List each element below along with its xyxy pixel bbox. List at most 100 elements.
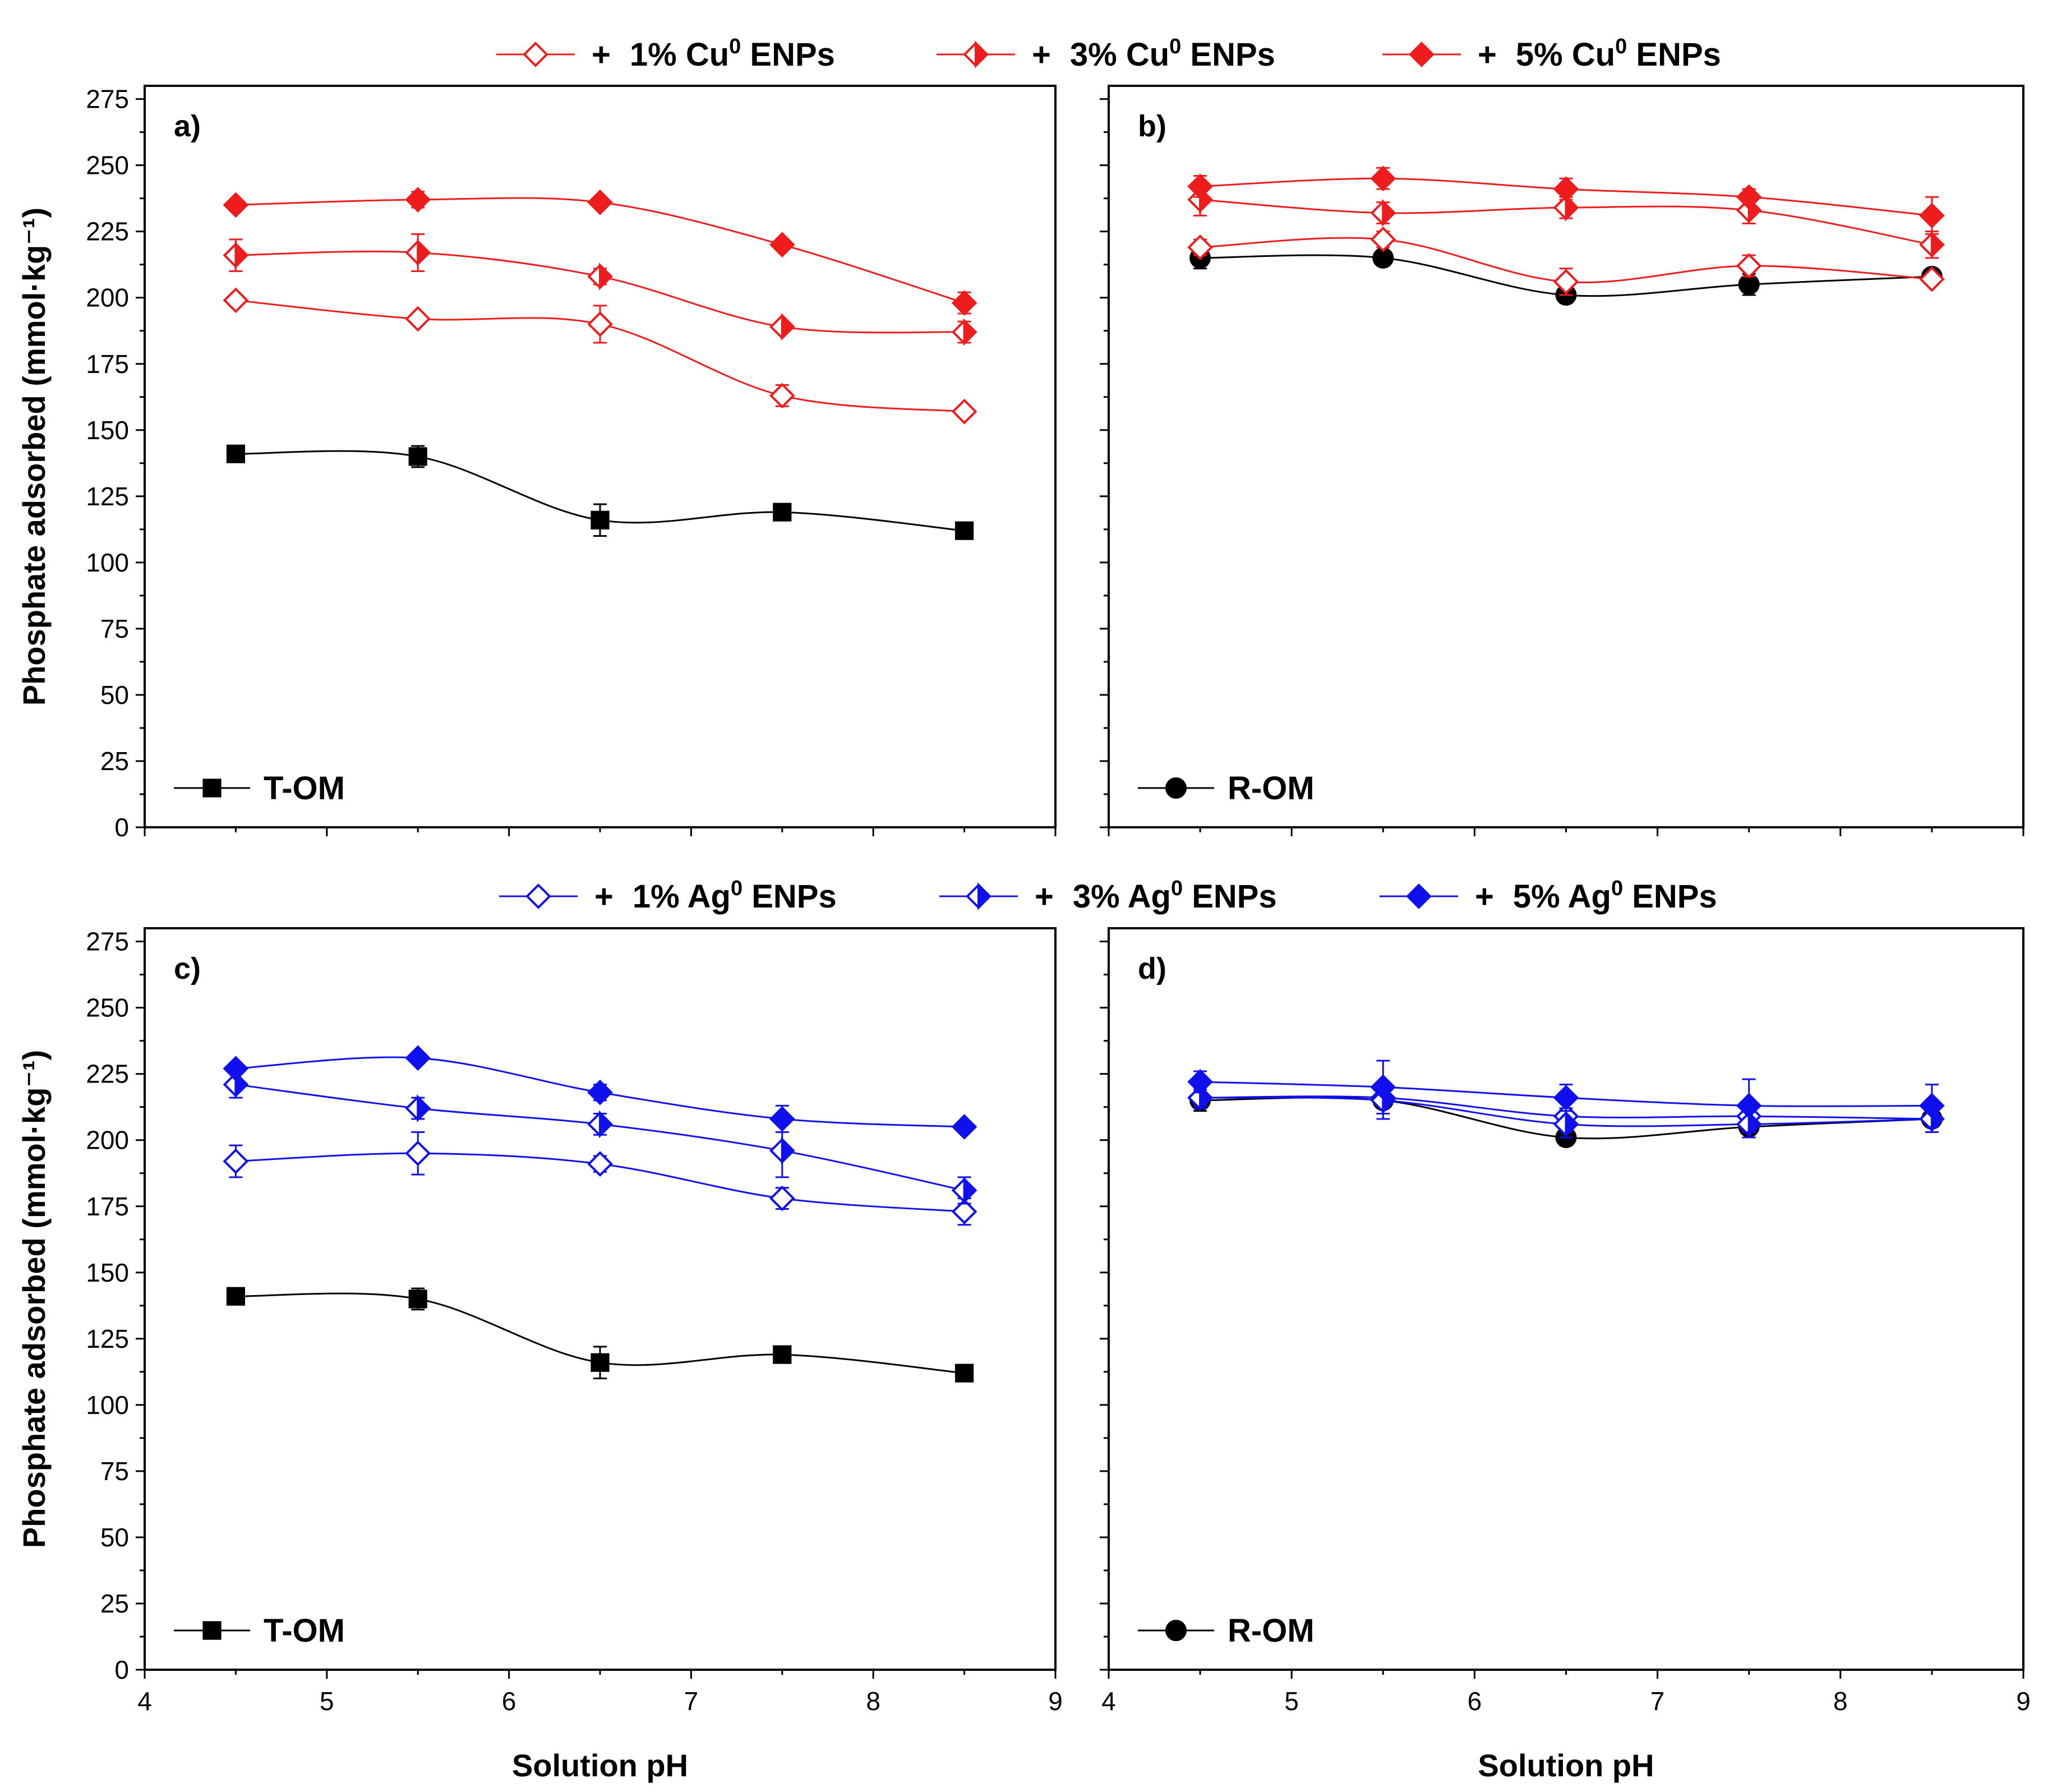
data-point: [405, 1140, 431, 1167]
data-point: [405, 1045, 431, 1071]
data-point: [587, 311, 613, 337]
x-tick-label: 5: [320, 1687, 334, 1716]
series--5-cu0-enps: [223, 187, 977, 316]
y-axis-title: Phosphate adsorbed (mmol·kg⁻¹): [16, 1050, 52, 1548]
legend-suffix: ENPs: [1627, 36, 1721, 73]
data-point: [1553, 176, 1579, 202]
legend-ag: +1% Ag0 ENPs +3% Ag0 ENPs +5% Ag0 ENPs: [499, 877, 1717, 915]
legend-plus: +: [594, 878, 614, 915]
legend-label: +5% Cu0 ENPs: [1478, 35, 1721, 73]
data-point: [223, 1148, 249, 1174]
x-tick-label: 8: [1833, 1687, 1848, 1716]
data-point: [591, 1353, 610, 1372]
data-point: [1370, 227, 1396, 252]
legend-marker: [523, 42, 548, 67]
y-tick-label: 225: [86, 217, 129, 246]
legend-marker: [1165, 1620, 1187, 1641]
data-point: [951, 1199, 977, 1225]
legend-item: +1% Cu0 ENPs: [496, 35, 835, 73]
panel-letter: d): [1138, 952, 1166, 985]
data-point-fill: [1565, 1110, 1579, 1139]
data-point-fill: [234, 241, 249, 269]
data-point: [587, 189, 613, 215]
y-tick-label: 150: [86, 1258, 129, 1287]
data-point: [1736, 253, 1762, 279]
data-point: [769, 232, 795, 258]
legend-label: +1% Cu0 ENPs: [592, 35, 835, 73]
y-tick-label: 200: [86, 1126, 129, 1155]
data-point-fill: [963, 318, 977, 346]
data-point: [773, 1345, 792, 1364]
legend-superscript: 0: [1169, 35, 1181, 58]
y-tick-label: 75: [100, 614, 129, 643]
x-tick-label: 9: [1048, 1687, 1063, 1716]
x-tick-label: 6: [502, 1687, 516, 1716]
data-point: [223, 192, 249, 218]
x-tick-label: 7: [684, 1687, 699, 1716]
y-tick-label: 75: [100, 1457, 129, 1486]
legend-label: +5% Ag0 ENPs: [1475, 877, 1717, 915]
series--5-ag0-enps: [223, 1045, 977, 1140]
x-tick-label: 4: [137, 1687, 152, 1716]
x-tick-label: 5: [1284, 1687, 1299, 1716]
legend-label: R-OM: [1228, 770, 1315, 807]
data-point-fill: [599, 262, 613, 291]
series--3-cu0-enps: [223, 233, 977, 346]
data-point: [226, 1287, 245, 1306]
data-point: [587, 1079, 613, 1105]
legend-marker-fill: [977, 882, 991, 910]
legend-marker-fill: [975, 40, 989, 68]
y-tick-label: 25: [100, 1589, 129, 1618]
y-tick-label: 0: [114, 813, 129, 842]
legend-plus: +: [1478, 36, 1497, 73]
legend-suffix: ENPs: [1623, 878, 1717, 915]
data-point: [1553, 269, 1579, 295]
legend-text: 1% Ag: [633, 878, 731, 915]
series--5-ag0-enps: [1187, 1059, 1945, 1134]
legend-plus: +: [592, 36, 611, 73]
legend-label: R-OM: [1228, 1613, 1315, 1649]
series--5-cu0-enps: [1187, 165, 1945, 235]
data-point-fill: [417, 238, 431, 267]
data-point: [223, 287, 249, 314]
panel-b: b) R-OM: [1100, 85, 2024, 836]
data-point-fill: [234, 1070, 249, 1099]
legend-label: +1% Ag0 ENPs: [594, 877, 837, 915]
data-point-fill: [781, 312, 795, 341]
legend-label: +3% Ag0 ENPs: [1035, 877, 1277, 915]
legend-suffix: ENPs: [1181, 36, 1275, 73]
legend-suffix: ENPs: [1183, 878, 1277, 915]
legend-item: +5% Cu0 ENPs: [1382, 35, 1721, 73]
data-point: [1187, 234, 1213, 260]
x-tick-label: 6: [1468, 1687, 1482, 1716]
data-point: [1187, 1069, 1213, 1095]
data-point: [951, 1114, 977, 1140]
y-tick-label: 275: [86, 85, 129, 114]
legend-text: 5% Cu: [1516, 36, 1615, 73]
series--3-ag0-enps: [223, 1070, 977, 1205]
x-tick-label: 8: [866, 1687, 880, 1716]
panel-letter: a): [174, 109, 201, 143]
legend-item: +5% Ag0 ENPs: [1380, 877, 1717, 915]
data-point: [591, 510, 610, 529]
legend-marker: [525, 883, 551, 909]
panel-a: 0 25 50 75 100 125 150 175 200 225 250 275 a) Phospha…: [16, 85, 1057, 842]
series--1-ag0-enps: [223, 1131, 977, 1226]
legend-marker: [202, 1621, 222, 1640]
data-point: [1553, 1085, 1579, 1111]
legend-text: 1% Cu: [630, 36, 729, 73]
data-point-fill: [1382, 199, 1396, 227]
panel-letter: b): [1138, 109, 1166, 143]
x-tick-label: 7: [1650, 1687, 1665, 1716]
data-point: [955, 1363, 974, 1383]
data-point: [955, 521, 974, 540]
data-point-fill: [1565, 194, 1579, 222]
x-axis-title: Solution pH: [512, 1748, 688, 1783]
legend-label: T-OM: [264, 770, 345, 807]
legend-label: T-OM: [264, 1613, 345, 1649]
legend-marker: [1409, 42, 1435, 67]
panel-d: 4 5 6 7 8 9 d) Solution pH R-OM: [1100, 927, 2031, 1783]
series-t-om: [226, 1287, 974, 1383]
legend-superscript: 0: [1615, 35, 1627, 58]
data-point-fill: [781, 1136, 795, 1165]
